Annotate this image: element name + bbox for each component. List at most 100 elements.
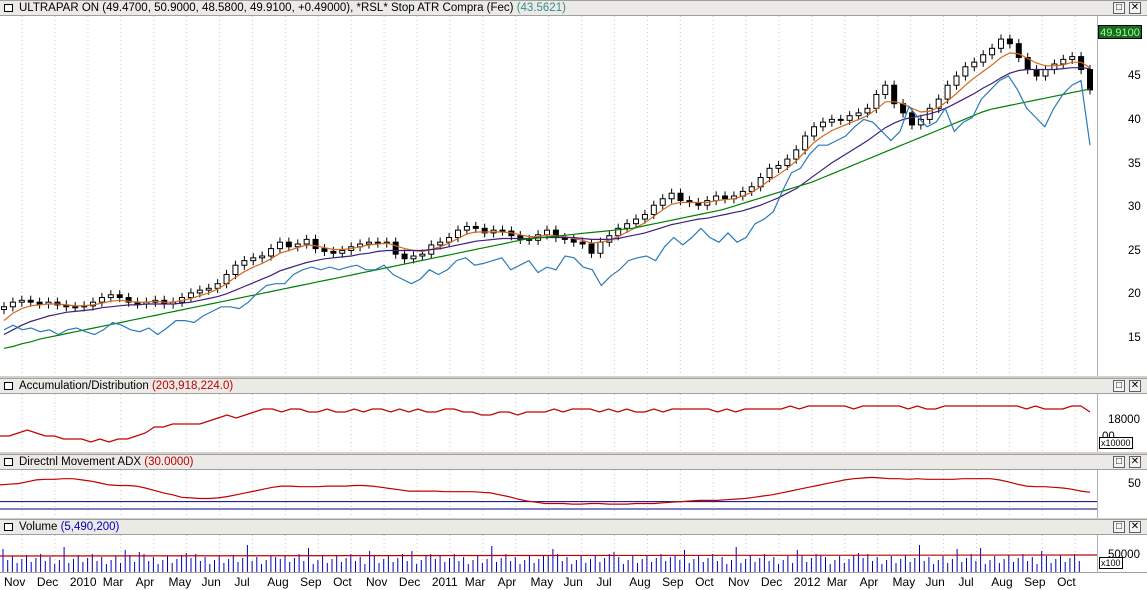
- candle: [321, 248, 328, 252]
- x-tick-label: Aug: [267, 575, 289, 589]
- volume-pane-titlebar: Volume (5,490,200) □ ✕: [0, 519, 1147, 535]
- close-button[interactable]: ✕: [1129, 380, 1141, 392]
- pane-icon: [4, 4, 13, 12]
- candle: [312, 238, 319, 250]
- time-axis: Nov Dec 2010 Mar Apr May Jun Jul Aug Sep Oct Nov Dec…: [0, 572, 1147, 590]
- candle: [392, 241, 399, 255]
- x-tick-label: 2012: [793, 575, 821, 589]
- candle: [641, 213, 648, 220]
- candle: [481, 227, 488, 234]
- adx-y-tick: 50: [1128, 478, 1141, 490]
- ad-y-tick: 18000: [1108, 414, 1140, 426]
- candle: [1069, 56, 1076, 60]
- candle: [1015, 43, 1022, 59]
- x-tick-label: Aug: [991, 575, 1013, 589]
- candle: [615, 227, 622, 237]
- candle: [214, 283, 221, 289]
- y-tick-45: 45: [1128, 70, 1141, 82]
- candle: [259, 255, 266, 259]
- candle: [419, 253, 426, 257]
- candle: [633, 218, 640, 225]
- candle: [811, 126, 818, 137]
- x-tick-label: Sep: [1024, 575, 1046, 589]
- candle: [116, 294, 123, 299]
- x-tick-label: Oct: [333, 575, 352, 589]
- x-tick-label: Nov: [728, 575, 750, 589]
- close-button[interactable]: ✕: [1129, 2, 1141, 14]
- x-tick-label: Nov: [366, 575, 388, 589]
- series-line: [3, 88, 1091, 349]
- volume-chart-pane[interactable]: [0, 535, 1147, 572]
- candle: [446, 237, 453, 243]
- restore-button[interactable]: □: [1113, 2, 1125, 14]
- candle: [846, 115, 853, 121]
- indicator-value: (43.5621): [516, 2, 566, 14]
- candle: [980, 54, 987, 63]
- close-button[interactable]: ✕: [1129, 521, 1141, 533]
- adx-axis: 50: [1097, 470, 1147, 518]
- candle: [677, 192, 684, 202]
- candle: [775, 165, 782, 169]
- x-tick-label: Apr: [497, 575, 517, 589]
- candle: [855, 112, 862, 117]
- candle: [1051, 63, 1058, 71]
- x-tick-label: May: [530, 575, 554, 589]
- volume-title: Volume: [19, 521, 58, 533]
- x-tick-label: Dec: [398, 575, 421, 589]
- restore-button[interactable]: □: [1113, 456, 1125, 468]
- y-tick-35: 35: [1128, 158, 1141, 170]
- candle: [659, 198, 666, 206]
- x-tick-label: 2011: [431, 575, 458, 589]
- candle: [935, 98, 942, 109]
- candle: [1033, 69, 1040, 77]
- adx-chart-pane[interactable]: [0, 470, 1147, 518]
- x-tick-label: Jul: [958, 575, 974, 589]
- x-tick-label: Apr: [135, 575, 155, 589]
- candle: [250, 257, 257, 262]
- x-tick-label: Sep: [662, 575, 684, 589]
- candle: [997, 38, 1004, 49]
- indicator-label: *RSL* Stop ATR Compra (Fec): [356, 2, 514, 14]
- restore-button[interactable]: □: [1113, 521, 1125, 533]
- volume-chart: [0, 535, 1097, 572]
- candle: [410, 255, 417, 260]
- volume-value: (5,490,200): [60, 521, 120, 533]
- x-tick-label: Dec: [36, 575, 59, 589]
- candle: [107, 294, 114, 299]
- candle: [722, 195, 729, 200]
- volume-average-line: [0, 554, 1097, 557]
- candle: [330, 250, 337, 254]
- candle: [1087, 69, 1093, 91]
- candle: [36, 301, 43, 305]
- x-tick-label: Sep: [300, 575, 322, 589]
- candle: [570, 238, 577, 243]
- candle: [624, 223, 631, 229]
- adx-line: [0, 476, 1091, 505]
- x-tick-label: Mar: [102, 575, 124, 589]
- candle: [579, 241, 586, 245]
- volume-pane-title: Volume (5,490,200): [19, 521, 119, 533]
- price-axis: 45 40 35 30 25 20 15: [1097, 16, 1147, 376]
- volume-multiplier: x100: [1099, 557, 1123, 569]
- candle: [873, 93, 880, 109]
- adx-chart: [0, 470, 1097, 518]
- y-tick-30: 30: [1128, 201, 1141, 213]
- candle: [339, 249, 346, 254]
- candle: [953, 75, 960, 86]
- candle: [187, 292, 194, 299]
- candle: [499, 229, 506, 232]
- close-button[interactable]: ✕: [1129, 456, 1141, 468]
- y-tick-25: 25: [1128, 245, 1141, 257]
- candle: [374, 241, 381, 244]
- main-pane-titlebar: ULTRAPAR ON (49.4700, 50.9000, 48.5800, …: [0, 0, 1147, 16]
- candle: [517, 235, 524, 240]
- ad-chart-pane[interactable]: [0, 394, 1147, 452]
- main-chart-pane[interactable]: [0, 16, 1147, 376]
- candle: [303, 238, 310, 245]
- candle: [268, 248, 275, 257]
- ohlc-text: (49.4700, 50.9000, 48.5800, 49.9100, +0.…: [102, 2, 354, 14]
- ad-pane-titlebar: Accumulation/Distribution (203,918,224.0…: [0, 378, 1147, 394]
- candle: [98, 297, 105, 303]
- x-tick-label: May: [168, 575, 192, 589]
- restore-button[interactable]: □: [1113, 380, 1125, 392]
